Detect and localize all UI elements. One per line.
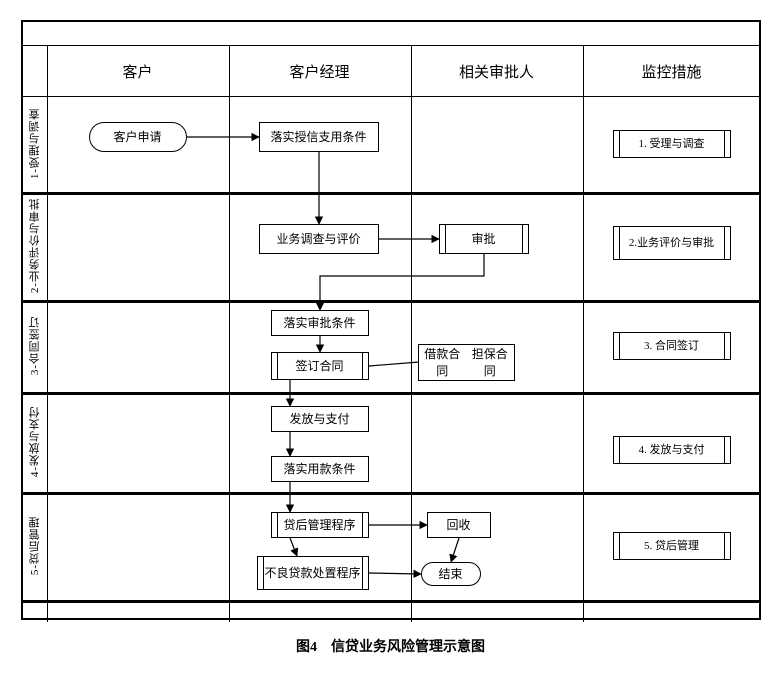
flow-node-n_approve: 审批	[439, 224, 529, 254]
lane-separator	[23, 392, 759, 395]
column-header: 客户经理	[229, 46, 411, 96]
column-header: 客户	[47, 46, 229, 96]
flow-node-m4: 4. 发放与支付	[613, 436, 731, 464]
header-row: 客户客户经理相关审批人监控措施	[23, 46, 759, 96]
lane-label: 4-发放与支付	[23, 392, 47, 492]
column-line	[583, 46, 584, 622]
flow-node-n_sign: 签订合同	[271, 352, 369, 380]
column-line	[411, 46, 412, 622]
figure-caption: 图4 信贷业务风险管理示意图	[21, 636, 761, 656]
flow-arrows	[23, 22, 759, 618]
flow-node-m3: 3. 合同签订	[613, 332, 731, 360]
flow-node-n_npl: 不良贷款处置程序	[257, 556, 369, 590]
flow-node-m2: 2.业务评价与审批	[613, 226, 731, 260]
column-line	[229, 46, 230, 622]
lane-label: 2-业务评价与审批	[23, 192, 47, 300]
flow-node-n_docs: 借款合同担保合同	[419, 344, 515, 380]
spacer-top	[23, 22, 759, 46]
header-bottom-line	[23, 96, 759, 97]
flow-edge	[290, 538, 297, 556]
flow-node-n_credit: 落实授信支用条件	[259, 122, 379, 152]
lane-separator	[23, 192, 759, 195]
flow-node-n_postloan: 贷后管理程序	[271, 512, 369, 538]
lane-label: 1-受理与调查	[23, 96, 47, 192]
column-line	[47, 46, 48, 622]
lane-separator	[23, 600, 759, 603]
flow-node-n_survey: 业务调查与评价	[259, 224, 379, 254]
lane-label: 3-合同签订	[23, 300, 47, 392]
flow-node-n_apply: 客户申请	[89, 122, 187, 152]
flowchart-diagram: 客户客户经理相关审批人监控措施 1-受理与调查2-业务评价与审批3-合同签订4-…	[21, 20, 761, 620]
flow-node-n_approve_cond: 落实审批条件	[271, 310, 369, 336]
flow-edge	[369, 573, 421, 574]
flow-node-n_end: 结束	[421, 562, 481, 586]
flow-node-m1: 1. 受理与调查	[613, 130, 731, 158]
flow-node-n_disburse: 发放与支付	[271, 406, 369, 432]
lane-separator	[23, 492, 759, 495]
column-header: 监控措施	[583, 46, 761, 96]
lane-label: 5-贷后管理	[23, 492, 47, 600]
flow-node-m5: 5. 贷后管理	[613, 532, 731, 560]
flow-node-n_recover: 回收	[427, 512, 491, 538]
flow-node-n_use_cond: 落实用款条件	[271, 456, 369, 482]
lane-separator	[23, 300, 759, 303]
flow-edge	[451, 538, 459, 562]
column-header: 相关审批人	[411, 46, 583, 96]
